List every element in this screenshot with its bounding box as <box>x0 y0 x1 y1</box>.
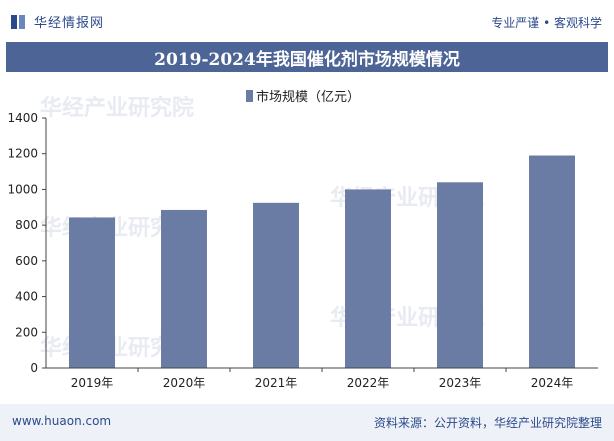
bar-2021年[interactable] <box>253 202 299 368</box>
x-tick-label: 2022年 <box>347 376 390 390</box>
brand-name: 华经情报网 <box>34 16 105 31</box>
brand-logo[interactable]: 华经情报网 <box>10 12 104 31</box>
x-axis: 2019年 2020年 2021年 2022年 2023年 2024年 <box>46 367 598 390</box>
brand-logo-icon <box>10 13 28 31</box>
chart-title-bar: 2019-2024年我国催化剂市场规模情况 <box>6 42 608 72</box>
y-tick-label: 600 <box>15 254 38 268</box>
x-tick-label: 2019年 <box>71 376 114 390</box>
chart-title: 2019-2024年我国催化剂市场规模情况 <box>154 49 460 70</box>
bar-2023年[interactable] <box>437 182 483 368</box>
y-tick-label: 200 <box>15 325 38 339</box>
legend-swatch <box>246 90 253 102</box>
bar-2020年[interactable] <box>161 209 207 368</box>
legend: 市场规模（亿元） <box>246 89 360 105</box>
y-tick-label: 400 <box>15 290 38 304</box>
y-tick-label: 1200 <box>7 147 38 161</box>
y-tick-label: 0 <box>30 361 38 375</box>
x-tick-label: 2023年 <box>439 376 482 390</box>
y-axis: 0 200 400 600 800 1000 1200 1400 <box>7 111 47 375</box>
footer: www.huaon.com 资料来源：公开资料，华经产业研究院整理 <box>0 404 614 441</box>
bars <box>69 155 575 369</box>
bar-2019年[interactable] <box>69 217 115 368</box>
bar-2024年[interactable] <box>529 155 575 369</box>
x-tick-label: 2021年 <box>255 376 298 390</box>
legend-label: 市场规模（亿元） <box>256 89 360 105</box>
y-tick-label: 1400 <box>7 111 38 125</box>
footer-website[interactable]: www.huaon.com <box>12 414 112 428</box>
top-bar: 华经情报网 专业严谨 • 客观科学 <box>0 0 614 40</box>
y-tick-label: 800 <box>15 218 38 232</box>
bar-2022年[interactable] <box>345 189 391 368</box>
y-tick-label: 1000 <box>7 182 38 196</box>
x-tick-label: 2020年 <box>163 376 206 390</box>
svg-text:华经产业研究院: 华经产业研究院 <box>40 95 194 121</box>
x-tick-label: 2024年 <box>531 376 574 390</box>
tagline: 专业严谨 • 客观科学 <box>491 16 602 30</box>
footer-source: 资料来源：公开资料，华经产业研究院整理 <box>373 416 602 430</box>
